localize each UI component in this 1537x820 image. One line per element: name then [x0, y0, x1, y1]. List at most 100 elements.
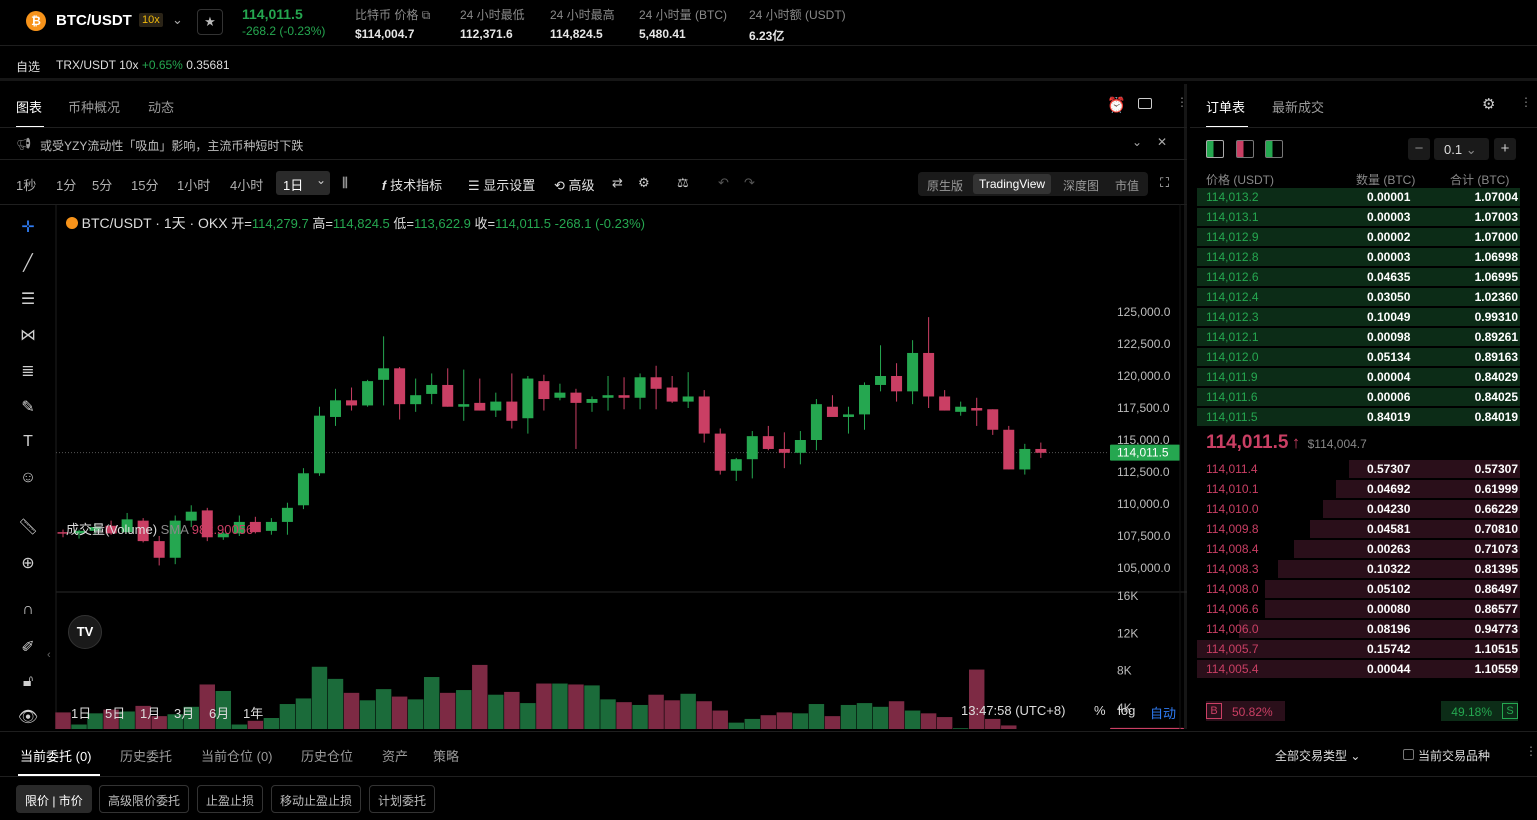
- ask-row[interactable]: 114,011.9 0.00004 0.84029: [1197, 367, 1520, 387]
- layout-both-icon[interactable]: [1206, 140, 1224, 158]
- eye-icon[interactable]: 👁︎: [17, 709, 39, 726]
- candle-type-icon[interactable]: ⫼: [342, 175, 348, 190]
- range-1d[interactable]: 1日: [71, 706, 92, 721]
- window-icon[interactable]: [1138, 98, 1152, 109]
- tab-coin-overview[interactable]: 币种概况: [68, 100, 121, 115]
- tab-chart[interactable]: 图表: [16, 100, 43, 115]
- current-symbol-checkbox[interactable]: [1403, 749, 1414, 760]
- lock-pencil-icon[interactable]: ✐: [21, 639, 35, 656]
- favorites-label[interactable]: 自选: [16, 60, 41, 74]
- ask-row[interactable]: 114,012.6 0.04635 1.06995: [1197, 267, 1520, 287]
- ask-row[interactable]: 114,012.0 0.05134 0.89163: [1197, 347, 1520, 367]
- advanced-button[interactable]: ⟲ 高级: [554, 175, 595, 194]
- tab-strategies[interactable]: 策略: [433, 749, 460, 764]
- trigger-order-button[interactable]: 计划委托: [369, 785, 436, 813]
- ask-row[interactable]: 114,013.2 0.00001 1.07004: [1197, 187, 1520, 207]
- text-icon[interactable]: T: [23, 433, 33, 450]
- collapse-toolbar-icon[interactable]: ‹: [47, 649, 51, 661]
- indicators-button[interactable]: 𝒇 技术指标: [382, 175, 442, 194]
- tab-assets[interactable]: 资产: [382, 749, 409, 764]
- display-settings-button[interactable]: ☰ 显示设置: [468, 175, 535, 194]
- layout-asks-icon[interactable]: [1236, 140, 1254, 158]
- bid-row[interactable]: 114,010.1 0.04692 0.61999: [1197, 479, 1520, 499]
- bid-row[interactable]: 114,008.0 0.05102 0.86497: [1197, 579, 1520, 599]
- fib-icon[interactable]: ≣: [21, 363, 35, 380]
- timeframe-4h[interactable]: 4小时: [230, 178, 264, 193]
- ask-row[interactable]: 114,012.9 0.00002 1.07000: [1197, 227, 1520, 247]
- bid-row[interactable]: 114,005.7 0.15742 1.10515: [1197, 639, 1520, 659]
- range-3m[interactable]: 3月: [174, 706, 195, 721]
- tab-news[interactable]: 动态: [148, 100, 175, 115]
- ask-row[interactable]: 114,012.1 0.00098 0.89261: [1197, 327, 1520, 347]
- chevron-down-icon[interactable]: ⌄: [1132, 135, 1143, 149]
- range-1y[interactable]: 1年: [243, 706, 264, 721]
- scale-icon[interactable]: ⚖: [677, 175, 689, 190]
- favorite-item[interactable]: TRX/USDT 10x +0.65% 0.35681: [56, 58, 230, 72]
- undo-icon[interactable]: ↶: [718, 175, 729, 190]
- alert-bell-icon[interactable]: ⏰: [1107, 97, 1126, 114]
- news-ticker[interactable]: 或受YZY流动性「吸血」影响，主流币种短时下跌: [40, 139, 304, 153]
- bid-row[interactable]: 114,006.0 0.08196 0.94773: [1197, 619, 1520, 639]
- ask-row[interactable]: 114,012.3 0.10049 0.99310: [1197, 307, 1520, 327]
- tradingview-logo[interactable]: TV: [68, 615, 102, 649]
- timeframe-15m[interactable]: 15分: [131, 178, 159, 193]
- auto-scale-toggle[interactable]: 自动: [1150, 706, 1177, 721]
- filter-settings-icon[interactable]: ⚙: [1482, 96, 1496, 113]
- close-icon[interactable]: ✕: [1157, 135, 1168, 149]
- bid-row[interactable]: 114,005.4 0.00044 1.10559: [1197, 659, 1520, 679]
- tab-open-orders[interactable]: 当前委托 (0): [20, 749, 92, 764]
- bid-row[interactable]: 114,008.4 0.00263 0.71073: [1197, 539, 1520, 559]
- compare-icon[interactable]: ⇄: [612, 175, 623, 190]
- log-scale-toggle[interactable]: log: [1118, 703, 1136, 718]
- limit-market-button[interactable]: 限价 | 市价: [16, 785, 92, 813]
- horizontal-lines-icon[interactable]: ☰: [20, 291, 36, 308]
- ruler-icon[interactable]: 📏︎: [17, 519, 39, 536]
- timeframe-1h[interactable]: 1小时: [177, 178, 211, 193]
- view-depth[interactable]: 深度图: [1063, 179, 1100, 193]
- gear-icon[interactable]: ⚙: [638, 175, 650, 190]
- emoji-icon[interactable]: ☺: [19, 469, 37, 486]
- fullscreen-icon[interactable]: ⛶: [1160, 175, 1170, 190]
- step-select[interactable]: 0.1 ⌄: [1434, 138, 1489, 160]
- trailing-stop-button[interactable]: 移动止盈止损: [271, 785, 362, 813]
- magnet-icon[interactable]: ∩: [22, 601, 34, 618]
- advanced-limit-button[interactable]: 高级限价委托: [99, 785, 190, 813]
- crosshair-icon[interactable]: ✛: [21, 219, 35, 236]
- step-increase-button[interactable]: +: [1494, 138, 1516, 160]
- bid-row[interactable]: 114,008.3 0.10322 0.81395: [1197, 559, 1520, 579]
- tab-order-book[interactable]: 订单表: [1206, 100, 1246, 115]
- tab-order-history[interactable]: 历史委托: [120, 749, 173, 764]
- more-vertical-icon[interactable]: ⋮: [1520, 95, 1532, 109]
- brush-icon[interactable]: ✎: [21, 399, 35, 416]
- tp-sl-button[interactable]: 止盈止损: [197, 785, 264, 813]
- timeframe-5m[interactable]: 5分: [92, 178, 113, 193]
- percent-scale-toggle[interactable]: %: [1094, 703, 1106, 718]
- tab-position-history[interactable]: 历史仓位: [301, 749, 354, 764]
- external-link-icon[interactable]: ⧉: [421, 8, 431, 22]
- more-vertical-icon[interactable]: ⋮: [1176, 95, 1188, 109]
- ask-row[interactable]: 114,012.4 0.03050 1.02360: [1197, 287, 1520, 307]
- range-1m[interactable]: 1月: [140, 706, 161, 721]
- timeframe-1s[interactable]: 1秒: [16, 178, 37, 193]
- more-vertical-icon[interactable]: ⋮: [1525, 744, 1537, 758]
- order-type-filter[interactable]: 全部交易类型 ⌄: [1275, 747, 1360, 764]
- tab-positions[interactable]: 当前仓位 (0): [201, 749, 273, 764]
- ask-row[interactable]: 114,012.8 0.00003 1.06998: [1197, 247, 1520, 267]
- lock-icon[interactable]: 🔓︎: [22, 673, 34, 690]
- view-tradingview[interactable]: TradingView: [973, 174, 1052, 194]
- range-5d[interactable]: 5日: [105, 706, 126, 721]
- pattern-icon[interactable]: ⋈: [20, 327, 36, 344]
- favorite-star-button[interactable]: ★: [197, 9, 223, 35]
- timeframe-1m[interactable]: 1分: [56, 178, 77, 193]
- tab-recent-trades[interactable]: 最新成交: [1272, 100, 1325, 115]
- price-chart[interactable]: 125,000.0 122,500.0 120,000.0 117,500.0 115,…: [0, 204, 1187, 729]
- chevron-down-icon[interactable]: ⌄: [172, 12, 183, 27]
- layout-bids-icon[interactable]: [1265, 140, 1283, 158]
- range-6m[interactable]: 6月: [209, 706, 230, 721]
- step-decrease-button[interactable]: −: [1408, 138, 1430, 160]
- ask-row[interactable]: 114,011.5 0.84019 0.84019: [1197, 407, 1520, 427]
- ask-row[interactable]: 114,013.1 0.00003 1.07003: [1197, 207, 1520, 227]
- view-native[interactable]: 原生版: [927, 179, 964, 193]
- trendline-icon[interactable]: ╱: [23, 255, 33, 272]
- pair-name[interactable]: BTC/USDT: [56, 12, 132, 29]
